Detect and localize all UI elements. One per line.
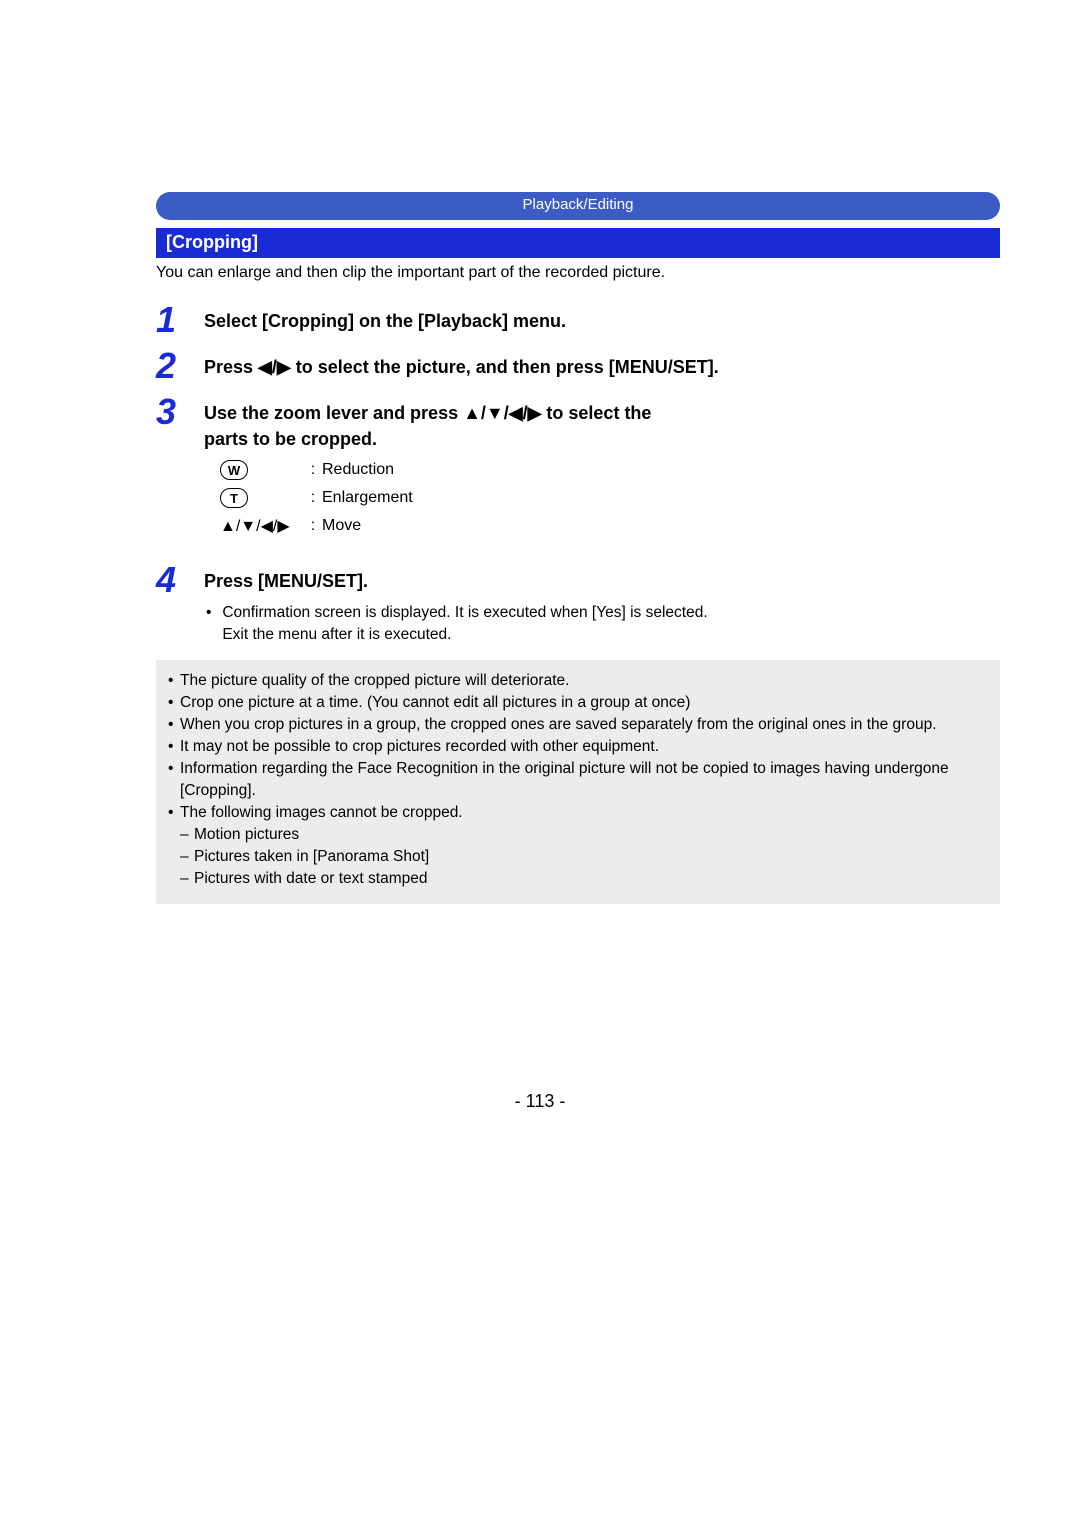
- control-row-reduction: W : Reduction: [220, 456, 413, 484]
- step-3: 3 Use the zoom lever and press ▲/▼/◀/▶ t…: [156, 390, 1000, 452]
- note-item: The following images cannot be cropped. …: [168, 802, 988, 890]
- zoom-tele-box: T: [220, 488, 248, 508]
- bullet-icon: •: [206, 602, 218, 624]
- arrows-icon: ▲/▼/◀/▶: [220, 516, 304, 536]
- move-label: Move: [322, 517, 361, 535]
- zoom-wide-icon: W: [220, 460, 304, 480]
- note-sub-item: Motion pictures: [180, 824, 988, 846]
- enlargement-label: Enlargement: [322, 489, 413, 507]
- step3-controls: W : Reduction T : Enlargement ▲/▼/◀/▶ : …: [220, 456, 413, 540]
- zoom-tele-icon: T: [220, 488, 304, 508]
- note-item: When you crop pictures in a group, the c…: [168, 714, 988, 736]
- note-sub-item: Pictures taken in [Panorama Shot]: [180, 846, 988, 868]
- page-number: - 113 -: [0, 1091, 1080, 1112]
- notes-box: The picture quality of the cropped pictu…: [156, 660, 1000, 904]
- step-body: Use the zoom lever and press ▲/▼/◀/▶ to …: [204, 390, 1000, 452]
- intro-text: You can enlarge and then clip the import…: [156, 264, 665, 282]
- step-body: Press ◀/▶ to select the picture, and the…: [204, 344, 1000, 380]
- step-number: 2: [156, 344, 204, 388]
- step-4: 4 Press [MENU/SET].: [156, 558, 368, 602]
- steps-list: 1 Select [Cropping] on the [Playback] me…: [156, 298, 1000, 454]
- note-item: Crop one picture at a time. (You cannot …: [168, 692, 988, 714]
- step-2: 2 Press ◀/▶ to select the picture, and t…: [156, 344, 1000, 388]
- note-item: It may not be possible to crop pictures …: [168, 736, 988, 758]
- step-body: Press [MENU/SET].: [204, 558, 368, 594]
- step3-line2: parts to be cropped.: [204, 429, 377, 449]
- section-title-bar: [Cropping]: [156, 228, 1000, 258]
- breadcrumb-label: Playback/Editing: [156, 196, 1000, 213]
- control-row-move: ▲/▼/◀/▶ : Move: [220, 512, 413, 540]
- step-1: 1 Select [Cropping] on the [Playback] me…: [156, 298, 1000, 342]
- colon: :: [304, 517, 322, 535]
- colon: :: [304, 489, 322, 507]
- step4-note-line1: Confirmation screen is displayed. It is …: [222, 604, 707, 621]
- reduction-label: Reduction: [322, 461, 394, 479]
- note-sub-item: Pictures with date or text stamped: [180, 868, 988, 890]
- step-body: Select [Cropping] on the [Playback] menu…: [204, 298, 1000, 334]
- step-number: 4: [156, 558, 204, 602]
- note-item: Information regarding the Face Recogniti…: [168, 758, 988, 802]
- section-title: [Cropping]: [166, 232, 258, 253]
- note-item: The picture quality of the cropped pictu…: [168, 670, 988, 692]
- step3-line1: Use the zoom lever and press ▲/▼/◀/▶ to …: [204, 403, 651, 423]
- step4-note: • Confirmation screen is displayed. It i…: [206, 602, 708, 646]
- step4-note-line2: Exit the menu after it is executed.: [222, 626, 451, 643]
- breadcrumb-bar: Playback/Editing: [156, 192, 1000, 220]
- notes-list: The picture quality of the cropped pictu…: [168, 670, 988, 890]
- step-number: 1: [156, 298, 204, 342]
- manual-page: Playback/Editing [Cropping] You can enla…: [0, 0, 1080, 1526]
- control-row-enlargement: T : Enlargement: [220, 484, 413, 512]
- step-number: 3: [156, 390, 204, 434]
- note-6-text: The following images cannot be cropped.: [180, 804, 463, 821]
- zoom-wide-box: W: [220, 460, 248, 480]
- colon: :: [304, 461, 322, 479]
